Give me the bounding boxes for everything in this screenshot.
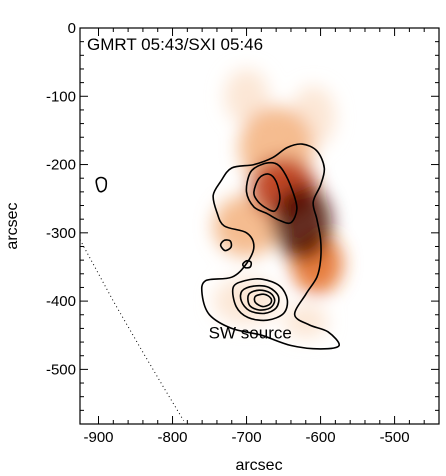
x-tick-label-0: -900 [83, 429, 113, 446]
annotation-sw-source: SW source [209, 324, 292, 343]
contour-level-1-9 [95, 176, 108, 193]
contour-level-2-1 [245, 161, 298, 225]
heatmap-layer [213, 68, 343, 339]
contour-level-3-5 [247, 289, 276, 311]
contour-level-1-8 [241, 259, 253, 269]
radio-contours [95, 143, 340, 350]
plot-frame [79, 27, 440, 425]
contour-level-1-0 [200, 143, 340, 350]
y-tick-label-0: 0 [68, 20, 76, 37]
y-tick-label-1: -100 [46, 88, 76, 105]
solar-limb [80, 239, 185, 421]
limb-curve [80, 239, 185, 421]
heatmap-blob-2 [213, 277, 280, 325]
heatmap-blob-1 [224, 68, 269, 124]
y-axis-title: arcsec [4, 202, 21, 249]
y-tick-label-3: -300 [46, 225, 76, 242]
x-tick-label-4: -500 [380, 429, 410, 446]
chart-title: GMRT 05:43/SXI 05:46 [87, 35, 263, 54]
axis-ticks: -900 -800 -700 -600 -500 0 -100 -200 -300 -400 -50… [46, 20, 439, 446]
x-tick-label-3: -600 [306, 429, 336, 446]
contour-level-1-7 [219, 239, 233, 252]
y-tick-label-4: -400 [46, 293, 76, 310]
y-tick-label-5: -500 [46, 361, 76, 378]
x-tick-label-2: -700 [232, 429, 262, 446]
x-tick-label-1: -800 [158, 429, 188, 446]
x-axis-title: arcsec [235, 457, 282, 474]
heatmap-blob-8 [272, 185, 332, 261]
contour-level-1-3 [231, 278, 289, 322]
contour-level-4-6 [253, 293, 273, 308]
contour-level-2-4 [239, 284, 280, 315]
contour-level-3-2 [253, 173, 281, 213]
y-tick-label-2: -200 [46, 157, 76, 174]
